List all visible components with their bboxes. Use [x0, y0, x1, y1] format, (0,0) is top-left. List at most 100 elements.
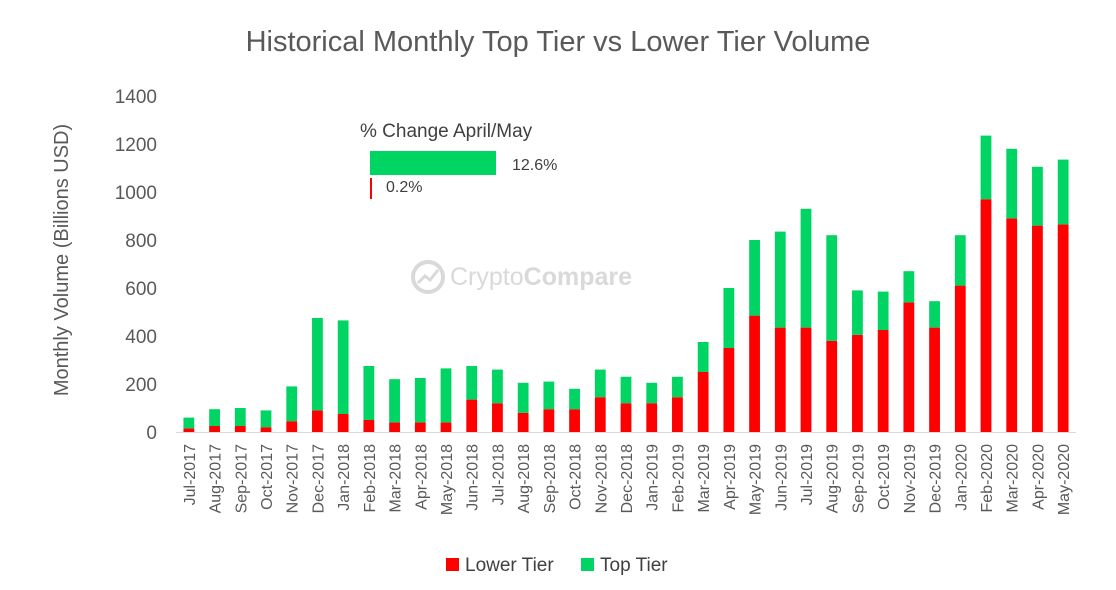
x-tick-label: Jun-2019 — [773, 444, 790, 511]
bar-top-tier — [903, 271, 915, 303]
bar-top-tier — [312, 318, 323, 411]
bar-top-tier — [1032, 166, 1043, 226]
annotation-bar — [370, 178, 372, 199]
x-tick-label: Oct-2018 — [568, 444, 585, 510]
x-tick-label: Oct-2017 — [259, 444, 276, 510]
bar-top-tier — [929, 301, 940, 328]
bar-top-tier — [980, 135, 992, 200]
watermark-text-light: Crypto — [450, 263, 524, 291]
x-tick-label: Jan-2020 — [953, 444, 970, 511]
bar-lower-tier — [312, 410, 323, 432]
x-tick-label: Jan-2018 — [336, 444, 353, 511]
x-tick-label: Sep-2017 — [233, 444, 250, 513]
bar-top-tier — [183, 417, 195, 429]
bar-top-tier — [620, 376, 632, 404]
annotation-value: 12.6% — [512, 157, 557, 174]
bar-lower-tier — [903, 302, 915, 432]
x-tick-label: May-2020 — [1056, 444, 1073, 515]
bar-top-tier — [877, 291, 889, 330]
y-axis-ticks: 0 200 400 600 800 1000 1200 1400 — [115, 87, 157, 444]
y-tick-label: 0 — [146, 423, 157, 444]
x-tick-label: Aug-2019 — [825, 444, 842, 513]
bar-lower-tier — [234, 426, 246, 432]
x-tick-label: Mar-2019 — [696, 444, 713, 513]
x-tick-label: Nov-2017 — [285, 444, 302, 513]
bar-lower-tier — [954, 285, 966, 432]
annotation-bar — [370, 151, 496, 175]
watermark-text-bold: Compare — [524, 263, 632, 291]
y-axis-label: Monthly Volume (Billions USD) — [51, 124, 73, 396]
bar-top-tier — [852, 290, 863, 335]
bar-lower-tier — [492, 403, 503, 432]
bar-top-tier — [466, 366, 478, 400]
bar-lower-tier — [980, 199, 992, 432]
bar-top-tier — [234, 408, 246, 426]
x-tick-label: Feb-2020 — [979, 444, 996, 513]
bar-lower-tier — [517, 412, 529, 432]
watermark-trend-icon — [416, 269, 440, 285]
y-tick-label: 800 — [125, 231, 157, 252]
bar-top-tier — [749, 240, 760, 316]
bar-top-tier — [517, 382, 529, 413]
x-tick-label: Dec-2018 — [619, 444, 636, 513]
x-tick-label: Apr-2018 — [413, 444, 430, 510]
bar-lower-tier — [774, 327, 786, 432]
bar-top-tier — [414, 378, 426, 423]
x-tick-label: Nov-2018 — [593, 444, 610, 513]
y-tick-label: 600 — [125, 279, 157, 300]
bar-top-tier — [363, 366, 375, 420]
x-tick-label: May-2018 — [439, 444, 456, 515]
x-tick-label: Aug-2018 — [516, 444, 533, 513]
y-tick-label: 1200 — [115, 135, 157, 156]
bar-lower-tier — [414, 422, 426, 432]
y-tick-label: 200 — [125, 375, 157, 396]
bar-top-tier — [1006, 148, 1018, 219]
bar-lower-tier — [1032, 225, 1043, 432]
x-tick-label: Jan-2019 — [645, 444, 662, 511]
bar-lower-tier — [466, 399, 478, 432]
x-tick-label: Mar-2018 — [388, 444, 405, 513]
legend-label: Top Tier — [600, 555, 668, 576]
bar-lower-tier — [852, 334, 863, 432]
bar-lower-tier — [877, 330, 889, 432]
bar-lower-tier — [363, 420, 375, 432]
y-tick-label: 1400 — [115, 87, 157, 108]
bar-top-tier — [594, 369, 606, 398]
x-tick-label: Oct-2019 — [876, 444, 893, 510]
bar-lower-tier — [183, 428, 195, 432]
bar-lower-tier — [440, 422, 452, 432]
bar-top-tier — [569, 388, 580, 410]
x-tick-label: Sep-2019 — [850, 444, 867, 513]
bar-lower-tier — [697, 372, 709, 432]
bar-top-tier — [723, 288, 735, 348]
bar-lower-tier — [543, 409, 555, 432]
annotation-value: 0.2% — [386, 179, 422, 196]
y-tick-label: 1000 — [115, 183, 157, 204]
x-tick-label: May-2019 — [748, 444, 765, 515]
x-tick-label: Feb-2018 — [362, 444, 379, 513]
bar-lower-tier — [569, 409, 580, 432]
legend-label: Lower Tier — [465, 555, 554, 576]
y-tick-label: 400 — [125, 327, 157, 348]
bar-top-tier — [1057, 159, 1069, 225]
bar-lower-tier — [1057, 224, 1069, 432]
x-tick-label: Sep-2018 — [542, 444, 559, 513]
bar-lower-tier — [337, 414, 349, 432]
bar-top-tier — [440, 368, 452, 423]
bar-lower-tier — [646, 403, 658, 432]
bar-top-tier — [800, 208, 812, 328]
x-tick-label: Nov-2019 — [902, 444, 919, 513]
bar-lower-tier — [929, 327, 940, 432]
bar-top-tier — [260, 410, 272, 428]
watermark-text: CryptoCompare — [450, 263, 632, 291]
legend-swatch — [446, 558, 459, 571]
x-tick-label: Mar-2020 — [1005, 444, 1022, 513]
x-tick-label: Dec-2017 — [310, 444, 327, 513]
bar-lower-tier — [800, 327, 812, 432]
bar-lower-tier — [260, 427, 272, 432]
chart-title: Historical Monthly Top Tier vs Lower Tie… — [245, 26, 871, 58]
bar-top-tier — [954, 235, 966, 286]
legend-swatch — [581, 558, 594, 571]
bar-top-tier — [774, 231, 786, 328]
